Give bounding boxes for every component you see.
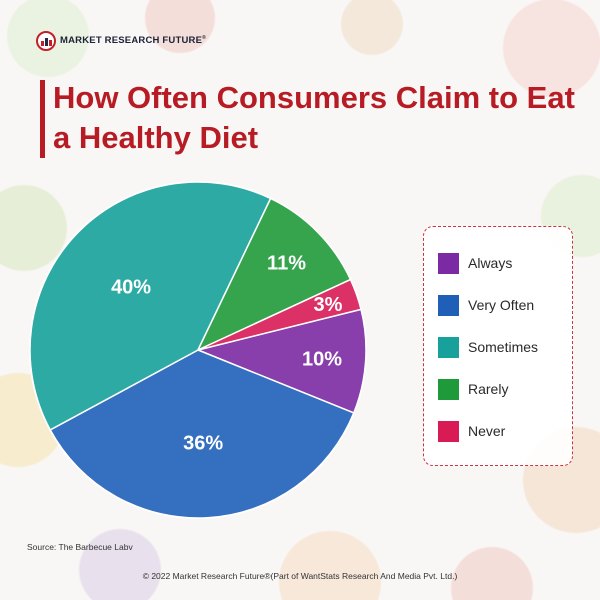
legend-item-never: Never: [438, 420, 505, 442]
legend-label: Very Often: [468, 297, 535, 313]
legend-label: Never: [468, 423, 506, 439]
slice-value-label: 36%: [183, 432, 223, 454]
chart-title: How Often Consumers Claim to Eat a Healt…: [53, 80, 575, 155]
source-note: Source: The Barbecue Labv: [27, 542, 133, 552]
legend-label: Always: [468, 255, 513, 271]
pie-slice-never: [197, 278, 362, 351]
brand-logo: MARKET RESEARCH FUTURE®: [36, 30, 206, 52]
pie-slice-rarely: [196, 197, 352, 352]
pie-slice-sometimes: [29, 181, 272, 431]
legend-item-always: Always: [438, 252, 512, 274]
pie-slice-always: [195, 308, 367, 414]
chart-legend: Always Very Often Sometimes Rarely Never: [423, 226, 573, 466]
legend-swatch: [438, 378, 459, 400]
pie-slice-very-often: [49, 349, 355, 519]
legend-item-sometimes: Sometimes: [438, 336, 538, 358]
legend-swatch: [438, 252, 459, 274]
legend-swatch: [438, 420, 459, 442]
slice-value-label: 10%: [302, 349, 342, 371]
slice-value-label: 3%: [313, 294, 342, 316]
slice-value-label: 40%: [111, 276, 151, 298]
title-accent-bar: [40, 80, 45, 158]
legend-label: Rarely: [468, 381, 509, 397]
slice-value-label: 11%: [267, 253, 306, 275]
legend-item-very-often: Very Often: [438, 294, 534, 316]
copyright-footer: © 2022 Market Research Future®(Part of W…: [142, 571, 458, 581]
legend-swatch: [438, 336, 459, 358]
legend-label: Sometimes: [468, 339, 539, 355]
legend-swatch: [438, 294, 459, 316]
legend-item-rarely: Rarely: [438, 378, 508, 400]
brand-logo-icon: [36, 31, 56, 51]
brand-name: MARKET RESEARCH FUTURE®: [60, 35, 207, 47]
